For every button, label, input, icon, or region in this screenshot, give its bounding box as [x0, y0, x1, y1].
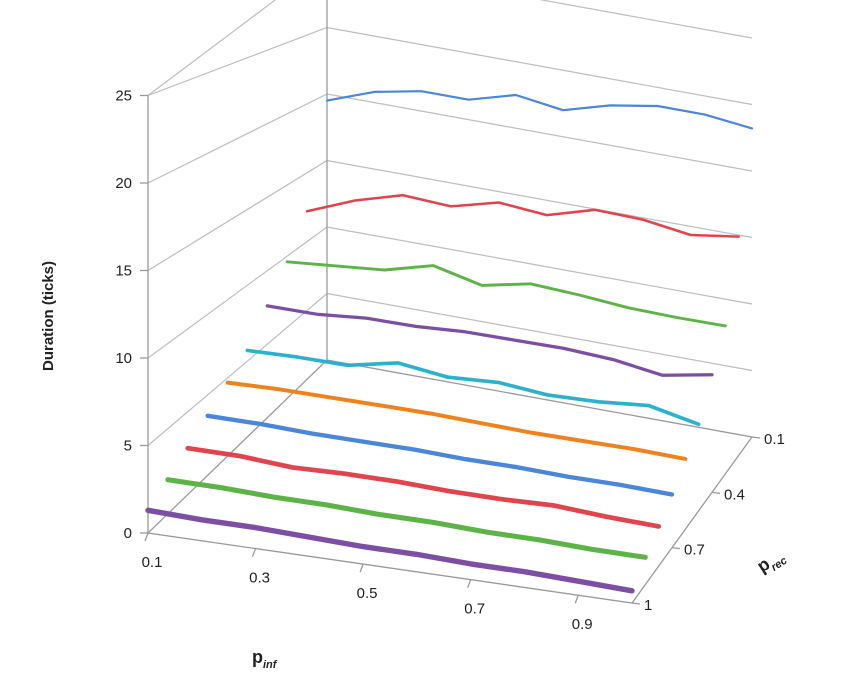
depth-tick-label: 0.1 — [764, 431, 785, 448]
gridline-10 — [147, 226, 753, 359]
x-axis-title-subscript: inf — [263, 659, 278, 671]
series-line-5 — [245, 348, 701, 427]
depth-tick-mark — [631, 602, 641, 605]
y-tick-label: 15 — [115, 263, 132, 280]
axes — [146, 0, 754, 604]
series-line-6 — [225, 380, 688, 461]
series-line-3 — [285, 260, 727, 328]
y-tick-label: 20 — [115, 175, 132, 192]
x-tick-mark — [467, 579, 472, 588]
series-line-9 — [165, 477, 648, 560]
y-axis-title: Duration (ticks) — [40, 261, 57, 371]
x-tick-label: 0.7 — [464, 601, 485, 618]
gridline-25 — [147, 26, 753, 106]
y-tick-labels: 0 5 10 15 20 25 — [115, 88, 148, 542]
depth-tick-label: 1 — [644, 597, 652, 614]
depth-tick-mark — [711, 491, 721, 494]
floor-outline — [146, 359, 754, 604]
x-axis-title-main: p — [252, 647, 263, 667]
y-tick-label: 25 — [115, 88, 132, 105]
x-tick-labels: 0.1 0.3 0.5 0.7 0.9 — [142, 532, 593, 633]
series-line-10 — [145, 507, 635, 594]
depth-tick-labels: 0.1 0.4 0.7 1 — [631, 431, 785, 614]
depth-tick-mark — [751, 436, 761, 439]
x-tick-label: 0.5 — [357, 585, 378, 602]
gridline-15 — [147, 159, 753, 272]
gridline-top-left — [147, 0, 277, 96]
series-line-4 — [265, 304, 714, 377]
gridline-top — [538, 0, 753, 39]
x-tick-mark — [144, 532, 149, 542]
depth-tick-label: 0.7 — [684, 542, 705, 559]
x-tick-label: 0.1 — [142, 554, 163, 571]
x-tick-mark — [251, 548, 257, 557]
y-tick-label: 0 — [124, 525, 132, 542]
x-axis-title: pinf — [252, 647, 278, 671]
series-line-1 — [325, 90, 754, 130]
series-line-7 — [205, 413, 675, 497]
depth-tick-label: 0.4 — [724, 486, 745, 503]
depth-axis-title: prec — [753, 545, 789, 580]
x-tick-mark — [359, 563, 364, 573]
depth-tick-mark — [671, 547, 681, 550]
y-tick-label: 5 — [124, 438, 132, 455]
x-tick-label: 0.3 — [249, 570, 270, 587]
x-tick-label: 0.9 — [572, 616, 593, 633]
x-tick-mark — [574, 594, 579, 604]
series-line-2 — [305, 193, 740, 238]
y-tick-label: 10 — [115, 350, 132, 367]
series-line-8 — [185, 445, 662, 529]
series-lines — [145, 90, 754, 594]
